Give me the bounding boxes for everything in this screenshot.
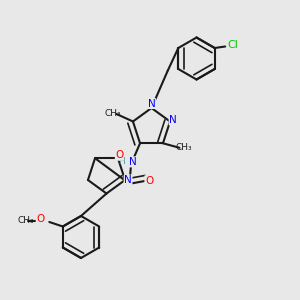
Text: N: N: [124, 175, 132, 185]
Text: N: N: [169, 115, 177, 125]
Text: Cl: Cl: [227, 40, 238, 50]
Text: H: H: [118, 158, 124, 166]
Text: CH₃: CH₃: [104, 110, 121, 118]
Text: O: O: [36, 214, 44, 224]
Text: N: N: [148, 98, 155, 109]
Text: CH₃: CH₃: [17, 216, 34, 225]
Text: O: O: [115, 150, 124, 160]
Text: CH₃: CH₃: [176, 143, 192, 152]
Text: N: N: [129, 157, 137, 167]
Text: O: O: [145, 176, 153, 186]
